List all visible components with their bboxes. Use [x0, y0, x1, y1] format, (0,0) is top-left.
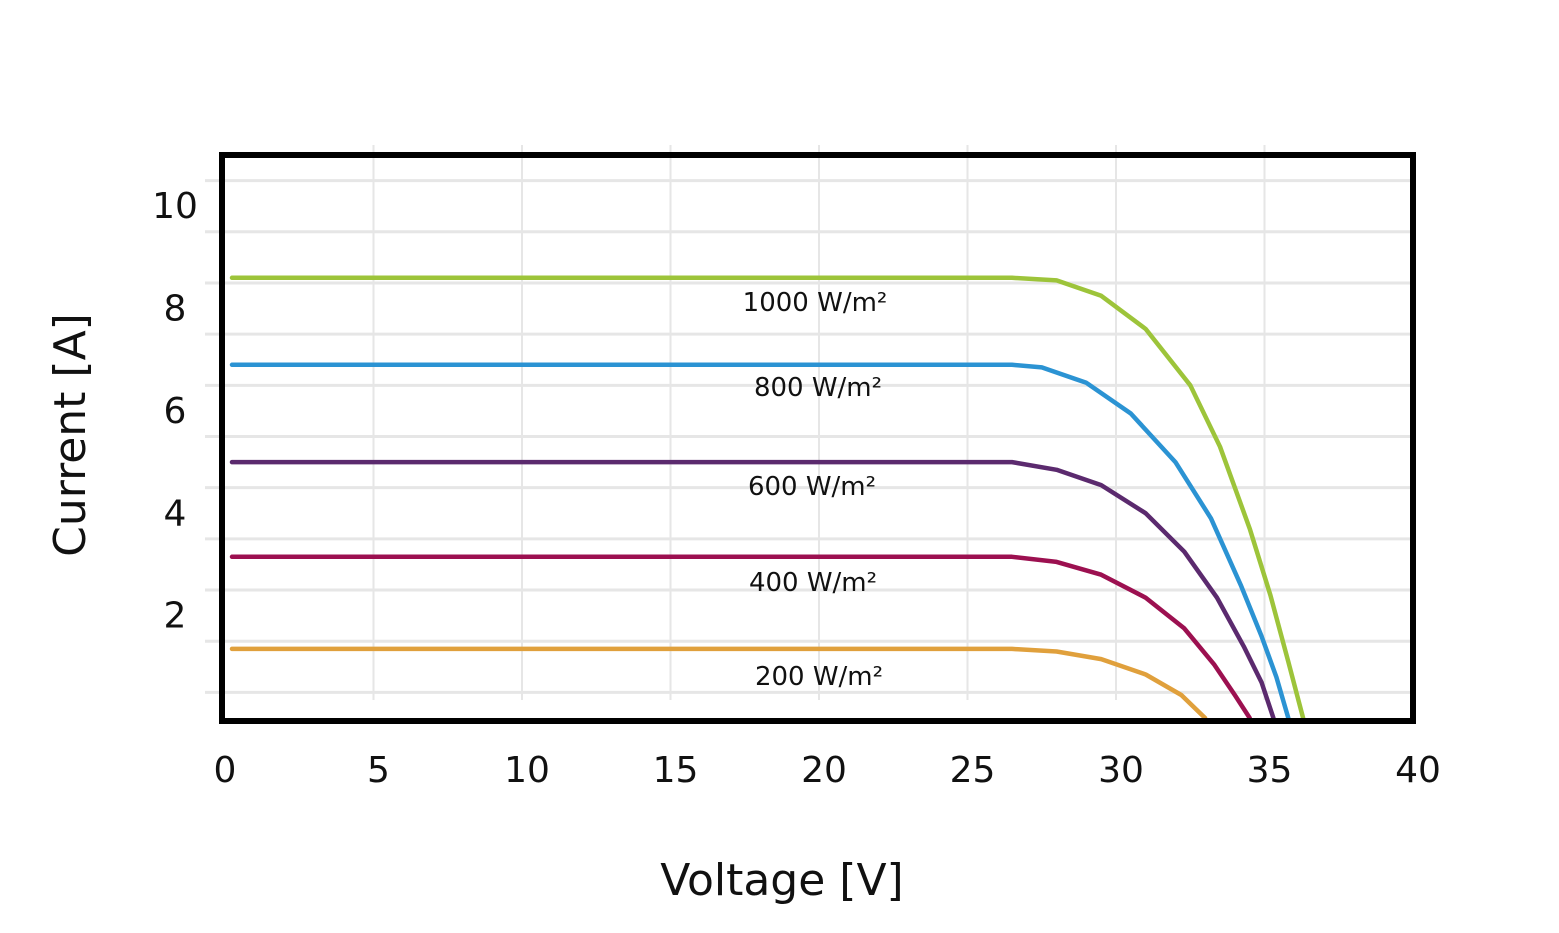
y-tick-label: 4 — [164, 493, 187, 534]
series-label: 600 W/m² — [748, 472, 876, 502]
series-line — [229, 362, 1291, 721]
y-tick-label: 6 — [164, 391, 187, 432]
x-tick-label: 40 — [1395, 750, 1441, 791]
x-tick-label: 25 — [950, 750, 996, 791]
x-axis-label: Voltage [V] — [660, 855, 903, 906]
series-line — [229, 554, 1252, 721]
y-tick-label: 8 — [164, 289, 187, 330]
y-tick-label: 2 — [164, 596, 187, 637]
x-tick-labels: 0 5 10 15 20 25 30 35 40 — [214, 750, 1441, 791]
grid — [205, 145, 1410, 700]
series-label: 800 W/m² — [754, 373, 882, 403]
x-tick-label: 15 — [653, 750, 699, 791]
series-label: 400 W/m² — [749, 568, 877, 598]
curves — [229, 275, 1306, 721]
y-tick-label: 10 — [152, 186, 198, 227]
curve-labels: 1000 W/m² 800 W/m² 600 W/m² 400 W/m² 200 W/m… — [743, 288, 888, 692]
x-tick-label: 5 — [367, 750, 390, 791]
series-line — [229, 646, 1208, 721]
x-tick-label: 10 — [504, 750, 550, 791]
x-tick-label: 30 — [1098, 750, 1144, 791]
series-label: 200 W/m² — [755, 662, 883, 692]
x-tick-label: 0 — [214, 750, 237, 791]
series-line — [229, 459, 1276, 721]
x-tick-label: 20 — [801, 750, 847, 791]
y-tick-labels: 2 4 6 8 10 — [152, 186, 198, 636]
series-line — [229, 275, 1306, 721]
plot-frame — [219, 152, 1416, 724]
series-label: 1000 W/m² — [743, 288, 888, 318]
x-tick-label: 35 — [1247, 750, 1293, 791]
y-axis-label: Current [A] — [45, 313, 96, 557]
